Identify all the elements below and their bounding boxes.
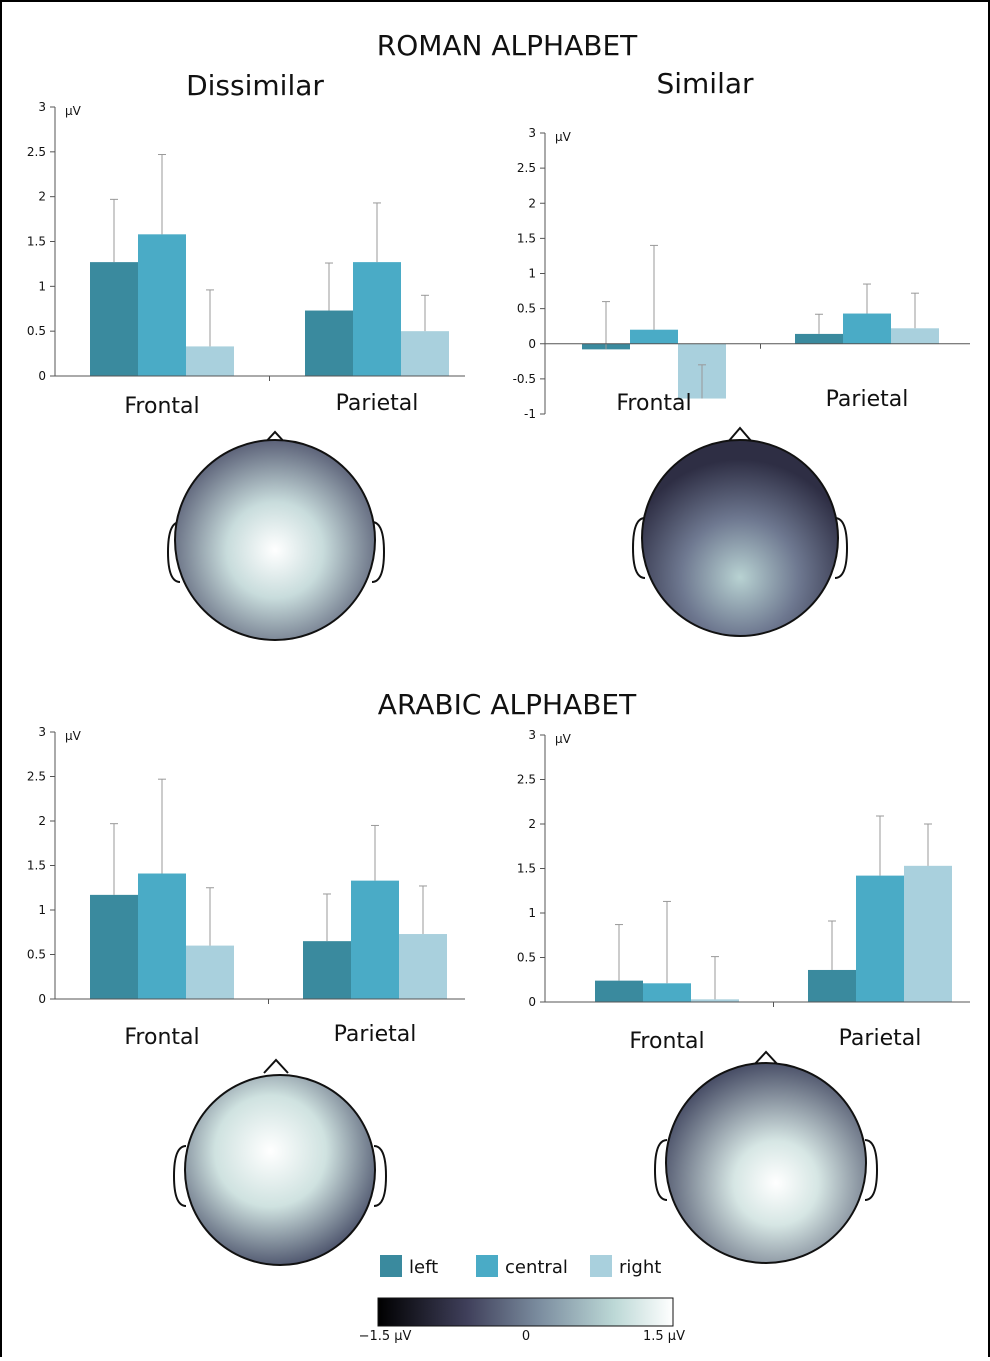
x-tick-label: Frontal [629, 1029, 704, 1054]
x-tick-label: Parietal [334, 1022, 417, 1047]
colorbar-label: −1.5 μV [359, 1329, 412, 1344]
x-tick-label: Frontal [124, 1025, 199, 1050]
y-tick-label: 1 [528, 906, 536, 920]
y-tick-label: 3 [528, 728, 536, 742]
y-tick-label: 3 [528, 126, 536, 140]
y-tick-label: 2 [528, 196, 536, 210]
y-tick-label: 3 [38, 725, 46, 739]
y-tick-label: 2 [528, 817, 536, 831]
section-title: ARABIC ALPHABET [378, 688, 637, 721]
colorbar-label: 1.5 μV [643, 1329, 685, 1344]
bar [353, 262, 401, 376]
y-tick-label: 1.5 [27, 235, 46, 249]
y-tick-label: -1 [524, 407, 536, 421]
y-tick-label: 3 [38, 100, 46, 114]
bar [904, 865, 952, 1002]
legend-label: central [505, 1257, 568, 1278]
y-tick-label: 2 [38, 814, 46, 828]
y-tick-label: 2.5 [27, 770, 46, 784]
legend-swatch [476, 1255, 498, 1277]
bar [808, 969, 856, 1002]
y-tick-label: 1 [38, 279, 46, 293]
y-tick-label: 0 [528, 337, 536, 351]
x-tick-label: Parietal [826, 387, 909, 412]
colorbar [377, 1297, 674, 1327]
y-tick-label: 2.5 [517, 773, 536, 787]
x-tick-label: Frontal [124, 394, 199, 419]
bar [843, 313, 891, 344]
y-tick-label: 0 [38, 992, 46, 1006]
x-tick-label: Frontal [616, 391, 691, 416]
y-tick-label: 1 [38, 903, 46, 917]
bar [90, 262, 138, 376]
y-tick-label: 0.5 [517, 951, 536, 965]
y-tick-label: 2.5 [517, 161, 536, 175]
y-axis-label: μV [65, 729, 82, 743]
bar [186, 346, 234, 376]
bar [399, 934, 447, 999]
bar [643, 983, 691, 1002]
topomap [166, 426, 879, 1266]
bar [90, 894, 138, 999]
bar [186, 945, 234, 999]
legend-label: right [619, 1257, 661, 1278]
x-tick-label: Parietal [336, 391, 419, 416]
y-tick-label: 2.5 [27, 145, 46, 159]
bar [891, 328, 939, 344]
legend-swatch [590, 1255, 612, 1277]
chart-title: Dissimilar [186, 69, 324, 102]
x-tick-label: Parietal [839, 1026, 922, 1051]
bar [630, 329, 678, 344]
colorbar-label: 0 [522, 1329, 530, 1344]
y-tick-label: 2 [38, 190, 46, 204]
bar [303, 941, 351, 999]
y-axis-label: μV [555, 130, 572, 144]
y-tick-label: 0 [38, 369, 46, 383]
bar [351, 880, 399, 999]
section-title: ROMAN ALPHABET [377, 29, 638, 62]
y-tick-label: 1.5 [517, 862, 536, 876]
bar [856, 875, 904, 1002]
y-tick-label: 0.5 [27, 948, 46, 962]
legend-label: left [409, 1257, 438, 1278]
y-tick-label: 0.5 [517, 302, 536, 316]
bar [595, 980, 643, 1002]
bar [401, 331, 449, 376]
y-axis-label: μV [65, 104, 82, 118]
y-tick-label: 1.5 [517, 231, 536, 245]
bar [138, 234, 186, 376]
bar [138, 873, 186, 999]
chart-title: Similar [656, 67, 754, 100]
y-axis-label: μV [555, 732, 572, 746]
y-tick-label: 1.5 [27, 859, 46, 873]
y-tick-label: 0.5 [27, 324, 46, 338]
bar [305, 310, 353, 376]
legend-swatch [380, 1255, 402, 1277]
bar [795, 333, 843, 344]
y-tick-label: -0.5 [513, 372, 536, 386]
y-tick-label: 1 [528, 267, 536, 281]
bar [691, 999, 739, 1002]
y-tick-label: 0 [528, 995, 536, 1009]
